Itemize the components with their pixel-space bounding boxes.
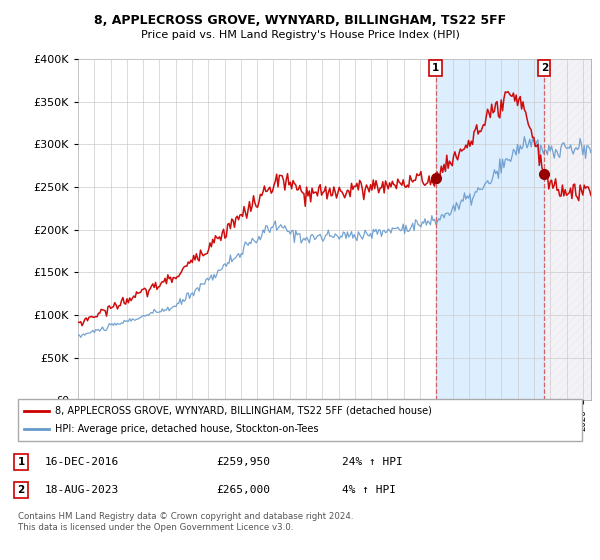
Bar	[436, 59, 544, 400]
Text: £265,000: £265,000	[216, 485, 270, 495]
Text: HPI: Average price, detached house, Stockton-on-Tees: HPI: Average price, detached house, Stoc…	[55, 424, 318, 434]
Text: 2: 2	[541, 63, 548, 73]
Text: £259,950: £259,950	[216, 457, 270, 467]
FancyBboxPatch shape	[18, 399, 582, 441]
Text: 18-AUG-2023: 18-AUG-2023	[45, 485, 119, 495]
Text: 4% ↑ HPI: 4% ↑ HPI	[342, 485, 396, 495]
Text: 1: 1	[17, 457, 25, 467]
Text: 8, APPLECROSS GROVE, WYNYARD, BILLINGHAM, TS22 5FF (detached house): 8, APPLECROSS GROVE, WYNYARD, BILLINGHAM…	[55, 406, 431, 416]
Text: 16-DEC-2016: 16-DEC-2016	[45, 457, 119, 467]
Text: Price paid vs. HM Land Registry's House Price Index (HPI): Price paid vs. HM Land Registry's House …	[140, 30, 460, 40]
Text: 1: 1	[432, 63, 439, 73]
Bar	[544, 59, 591, 400]
Text: 8, APPLECROSS GROVE, WYNYARD, BILLINGHAM, TS22 5FF: 8, APPLECROSS GROVE, WYNYARD, BILLINGHAM…	[94, 14, 506, 27]
Text: 24% ↑ HPI: 24% ↑ HPI	[342, 457, 403, 467]
Text: 2: 2	[17, 485, 25, 495]
Text: Contains HM Land Registry data © Crown copyright and database right 2024.
This d: Contains HM Land Registry data © Crown c…	[18, 512, 353, 531]
